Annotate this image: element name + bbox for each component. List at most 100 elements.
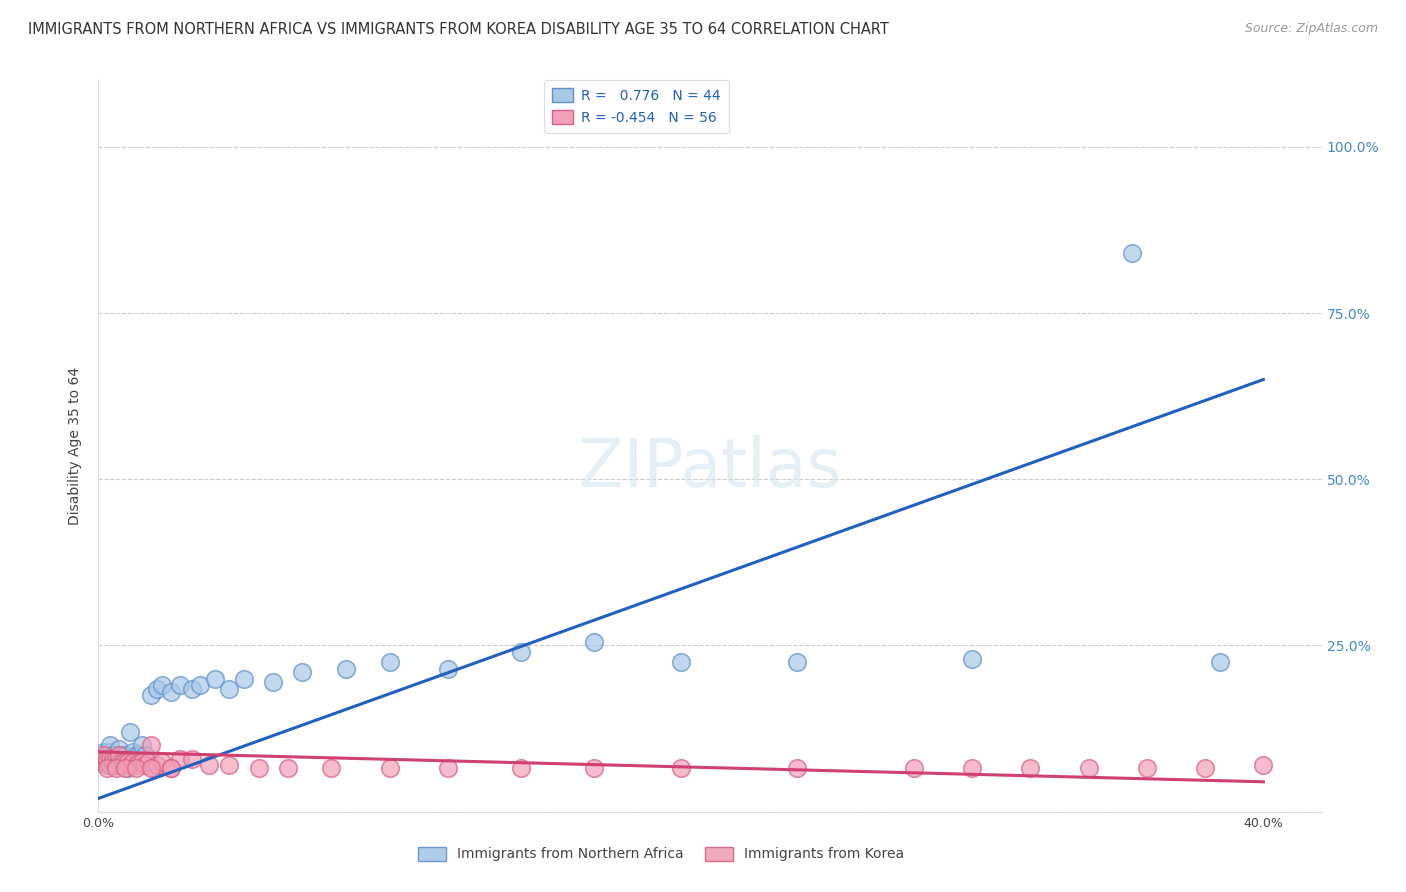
Point bbox=[136, 755, 159, 769]
Point bbox=[93, 755, 115, 769]
Point bbox=[960, 762, 983, 776]
Point bbox=[111, 755, 134, 769]
Point bbox=[786, 655, 808, 669]
Point bbox=[145, 681, 167, 696]
Point bbox=[117, 755, 139, 769]
Point bbox=[378, 655, 401, 669]
Point bbox=[669, 655, 692, 669]
Point bbox=[114, 755, 136, 769]
Text: ZIPatlas: ZIPatlas bbox=[578, 435, 842, 501]
Point bbox=[128, 748, 150, 763]
Point bbox=[509, 645, 531, 659]
Point bbox=[114, 748, 136, 763]
Point bbox=[1019, 762, 1042, 776]
Point bbox=[1077, 762, 1099, 776]
Point bbox=[98, 745, 121, 759]
Point bbox=[114, 762, 136, 776]
Point bbox=[96, 758, 118, 772]
Point bbox=[125, 748, 148, 763]
Point bbox=[321, 762, 343, 776]
Point bbox=[117, 751, 139, 765]
Point bbox=[152, 678, 174, 692]
Point bbox=[134, 748, 156, 763]
Point bbox=[152, 755, 174, 769]
Point bbox=[111, 758, 134, 772]
Point bbox=[142, 762, 165, 776]
Point bbox=[98, 751, 121, 765]
Point bbox=[120, 758, 142, 772]
Point bbox=[1136, 762, 1159, 776]
Point bbox=[960, 652, 983, 666]
Point bbox=[291, 665, 314, 679]
Point bbox=[104, 751, 127, 765]
Point bbox=[437, 762, 460, 776]
Point bbox=[90, 755, 112, 769]
Point bbox=[582, 762, 605, 776]
Point bbox=[101, 748, 124, 763]
Point bbox=[96, 751, 118, 765]
Point bbox=[378, 762, 401, 776]
Point bbox=[247, 762, 270, 776]
Point bbox=[90, 755, 112, 769]
Point bbox=[128, 755, 150, 769]
Point bbox=[1253, 758, 1275, 772]
Point bbox=[108, 755, 131, 769]
Point bbox=[160, 762, 183, 776]
Point bbox=[786, 762, 808, 776]
Point bbox=[108, 748, 131, 763]
Point bbox=[139, 689, 162, 703]
Point bbox=[169, 751, 191, 765]
Point bbox=[90, 751, 112, 765]
Point bbox=[204, 672, 226, 686]
Point bbox=[111, 755, 134, 769]
Point bbox=[262, 675, 284, 690]
Point bbox=[437, 662, 460, 676]
Point bbox=[96, 751, 118, 765]
Point bbox=[669, 762, 692, 776]
Point bbox=[96, 755, 118, 769]
Point bbox=[108, 741, 131, 756]
Point bbox=[139, 762, 162, 776]
Point bbox=[160, 762, 183, 776]
Point bbox=[180, 751, 202, 765]
Point bbox=[180, 681, 202, 696]
Point bbox=[139, 738, 162, 752]
Point bbox=[98, 738, 121, 752]
Point bbox=[1194, 762, 1216, 776]
Point bbox=[101, 751, 124, 765]
Point bbox=[131, 738, 153, 752]
Point bbox=[120, 725, 142, 739]
Point bbox=[104, 751, 127, 765]
Point bbox=[104, 762, 127, 776]
Point bbox=[335, 662, 357, 676]
Point bbox=[903, 762, 925, 776]
Point bbox=[218, 681, 240, 696]
Point bbox=[582, 635, 605, 649]
Point bbox=[1121, 246, 1143, 260]
Point bbox=[93, 748, 115, 763]
Legend: Immigrants from Northern Africa, Immigrants from Korea: Immigrants from Northern Africa, Immigra… bbox=[413, 841, 910, 867]
Point bbox=[509, 762, 531, 776]
Point bbox=[104, 758, 127, 772]
Point bbox=[93, 751, 115, 765]
Point bbox=[145, 758, 167, 772]
Point bbox=[101, 755, 124, 769]
Point bbox=[96, 762, 118, 776]
Point bbox=[1208, 655, 1232, 669]
Point bbox=[93, 745, 115, 759]
Point bbox=[160, 685, 183, 699]
Point bbox=[233, 672, 256, 686]
Text: Source: ZipAtlas.com: Source: ZipAtlas.com bbox=[1244, 22, 1378, 36]
Point bbox=[198, 758, 221, 772]
Point bbox=[134, 758, 156, 772]
Point bbox=[277, 762, 299, 776]
Point bbox=[98, 758, 121, 772]
Point bbox=[125, 758, 148, 772]
Point bbox=[169, 678, 191, 692]
Point bbox=[104, 758, 127, 772]
Point bbox=[117, 762, 139, 776]
Point bbox=[125, 762, 148, 776]
Y-axis label: Disability Age 35 to 64: Disability Age 35 to 64 bbox=[69, 367, 83, 525]
Point bbox=[122, 755, 145, 769]
Point bbox=[101, 755, 124, 769]
